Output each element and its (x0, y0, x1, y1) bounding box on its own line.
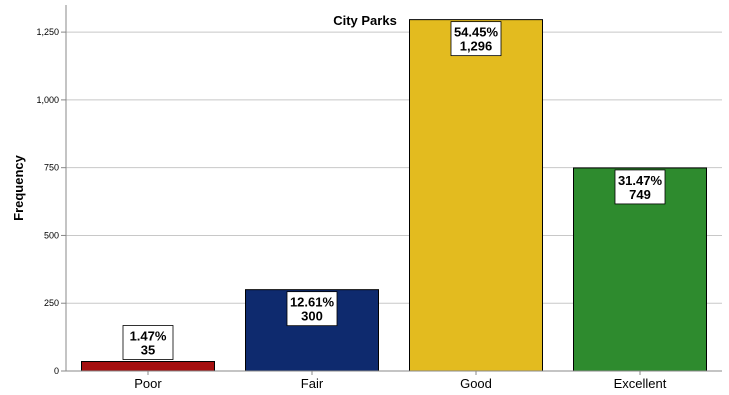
y-tick-label: 1,000 (36, 95, 59, 105)
bar-poor (81, 361, 215, 372)
data-label-count: 300 (301, 309, 323, 324)
x-tick-label: Fair (301, 376, 324, 391)
bars (81, 19, 707, 372)
data-label-percent: 54.45% (454, 25, 499, 40)
chart-title: City Parks (333, 13, 397, 28)
data-label-percent: 1.47% (130, 329, 167, 344)
y-tick-label: 500 (44, 230, 59, 240)
data-label-box (286, 291, 338, 327)
x-axis-categories: Poor Fair Good Excellent (134, 371, 667, 391)
data-label-percent: 12.61% (290, 295, 335, 310)
y-tick-label: 250 (44, 298, 59, 308)
y-tick-label: 0 (54, 366, 59, 376)
y-tick-label: 750 (44, 163, 59, 173)
y-axis-label: Frequency (11, 154, 26, 221)
data-label-box (614, 169, 666, 205)
x-tick-label: Excellent (614, 376, 667, 391)
data-label-percent: 31.47% (618, 173, 663, 188)
data-label-count: 1,296 (460, 39, 493, 54)
data-label-box (450, 21, 502, 57)
x-tick-label: Poor (134, 376, 162, 391)
x-tick-label: Good (460, 376, 492, 391)
bar-good (409, 19, 543, 372)
y-tick-label: 1,250 (36, 27, 59, 37)
data-label-box (122, 325, 174, 360)
data-labels: 1.47%35 12.61%300 54.45%1,296 31.47%749 (122, 21, 666, 360)
data-label-count: 749 (629, 187, 651, 202)
data-label-count: 35 (141, 343, 155, 358)
y-axis-ticks: 0 250 500 750 1,000 1,250 (36, 27, 66, 376)
